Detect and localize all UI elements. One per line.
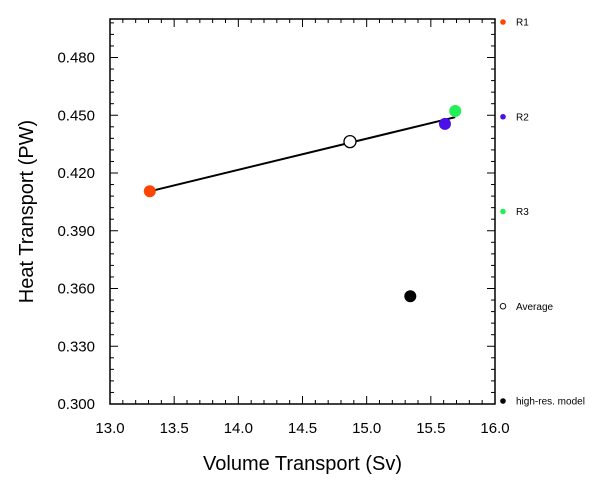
legend-marker-high-res-model bbox=[500, 398, 506, 404]
legend-label-r1: R1 bbox=[516, 18, 529, 29]
y-tick-label: 0.450 bbox=[57, 107, 95, 124]
legend-label-r3: R3 bbox=[516, 207, 529, 218]
y-axis-title: Heat Transport (PW) bbox=[16, 120, 38, 303]
y-tick-label: 0.330 bbox=[57, 338, 95, 355]
regression-line bbox=[149, 116, 456, 193]
legend-label-high-res-model: high-res. model bbox=[516, 397, 585, 408]
data-points bbox=[143, 105, 462, 303]
y-tick-labels: 0.300 0.330 0.360 0.390 0.420 0.450 0.480 bbox=[57, 50, 95, 414]
x-tick-label: 13.5 bbox=[160, 420, 189, 437]
data-point-average bbox=[343, 134, 357, 149]
x-axis-title: Volume Transport (Sv) bbox=[203, 453, 402, 475]
x-tick-label: 16.0 bbox=[480, 420, 509, 437]
x-tick-label: 14.0 bbox=[224, 420, 253, 437]
x-tick-labels: 13.0 13.5 14.0 14.5 15.0 15.5 16.0 bbox=[95, 420, 509, 437]
x-tick-label: 13.0 bbox=[95, 420, 124, 437]
legend-label-average: Average bbox=[516, 302, 554, 313]
legend-marker-r3 bbox=[500, 208, 506, 215]
regression-line-layer bbox=[149, 116, 456, 193]
legend-marker-average bbox=[499, 303, 507, 310]
data-point-r1 bbox=[143, 185, 156, 198]
x-tick-label: 14.5 bbox=[288, 420, 317, 437]
data-point-r3 bbox=[449, 105, 462, 118]
y-tick-label: 0.420 bbox=[57, 165, 95, 182]
y-tick-label: 0.480 bbox=[57, 50, 95, 67]
data-point-high-res-model bbox=[404, 290, 417, 303]
x-tick-label: 15.5 bbox=[416, 420, 445, 437]
legend: R1 R2 R3 Average high-res. model bbox=[499, 18, 585, 408]
y-tick-label: 0.300 bbox=[57, 396, 95, 413]
data-point-r2 bbox=[438, 117, 451, 130]
legend-label-r2: R2 bbox=[516, 112, 529, 123]
y-tick-label: 0.360 bbox=[57, 281, 95, 298]
plot-frame bbox=[109, 18, 496, 405]
legend-marker-r1 bbox=[500, 19, 506, 25]
x-tick-label: 15.0 bbox=[352, 420, 381, 437]
y-tick-label: 0.390 bbox=[57, 223, 95, 240]
axis-ticks bbox=[109, 19, 496, 405]
legend-marker-r2 bbox=[500, 113, 506, 120]
